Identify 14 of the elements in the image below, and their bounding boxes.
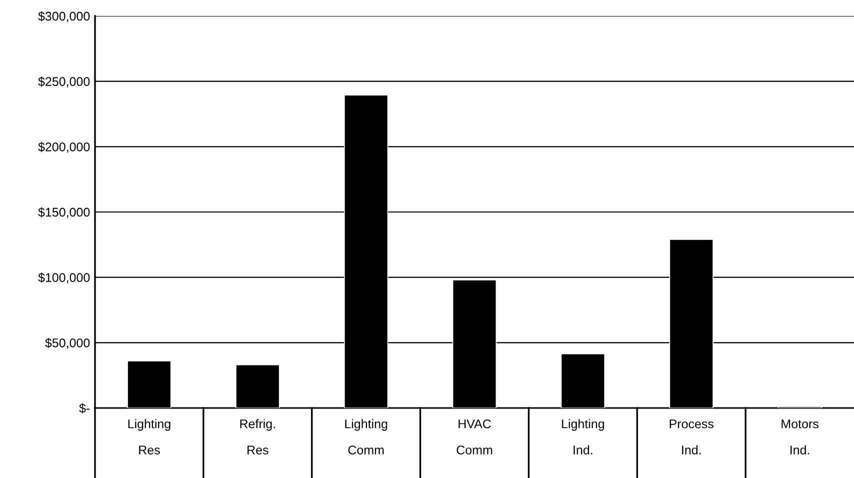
category-label: HVAC Comm [456, 419, 492, 454]
x-tick-label: Lighting Ind. [562, 419, 604, 454]
y-tick-label: $300,000 [38, 11, 90, 22]
x-tick-label: Lighting Comm [345, 419, 388, 454]
y-tick-label: $250,000 [38, 76, 90, 88]
y-tick-label: $- [79, 403, 90, 414]
y-tick-label: $100,000 [38, 272, 90, 284]
y-tick-label: $50,000 [45, 338, 90, 349]
x-tick-label: Lighting Res [128, 419, 170, 454]
category-label: Motors Ind. [782, 420, 818, 454]
category-label: Process Ind. [670, 420, 714, 454]
y-tick-label: $150,000 [38, 207, 90, 218]
x-tick-label: Refrig. Res [240, 419, 275, 454]
y-tick-label: $200,000 [38, 142, 90, 153]
